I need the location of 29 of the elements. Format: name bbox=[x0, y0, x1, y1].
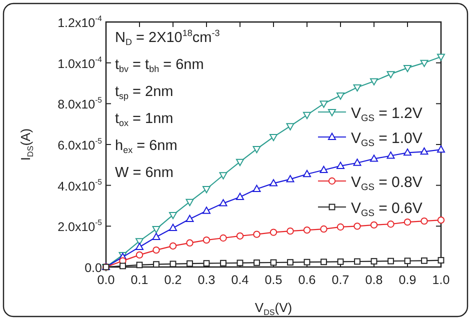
annotation: t$_{sp}$ = 2nm bbox=[115, 84, 174, 102]
legend-label: V$_{GS}$ = 1.2V bbox=[351, 105, 422, 124]
annotation: W = 6nm bbox=[115, 165, 174, 181]
annotation: t$_{bv}$ = t$_{bh}$ = 6nm bbox=[115, 57, 204, 74]
annotation: h$_{ex}$ = 6nm bbox=[115, 138, 178, 156]
x-tick-label: 1.0 bbox=[432, 273, 450, 287]
y-tick-label: 2.0x10$^{-5}$ bbox=[58, 218, 102, 234]
y-tick-label: 4.0x10$^{-5}$ bbox=[58, 178, 102, 194]
x-tick-label: 0.8 bbox=[365, 273, 383, 287]
legend-label: V$_{GS}$ = 0.8V bbox=[351, 174, 422, 192]
x-axis-title: V$_{DS}$(V) bbox=[254, 300, 292, 317]
x-tick-label: 0.9 bbox=[398, 273, 416, 287]
x-tick-label: 0.7 bbox=[332, 273, 350, 287]
y-tick-label: 1.2x10$^{-4}$ bbox=[58, 14, 103, 30]
x-tick-label: 0.1 bbox=[130, 273, 148, 287]
annotation: t$_{ox}$ = 1nm bbox=[115, 111, 174, 128]
y-tick-label: 1.0x10$^{-4}$ bbox=[58, 55, 103, 71]
x-tick-label: 0.3 bbox=[198, 273, 216, 287]
legend-label: V$_{GS}$ = 0.6V bbox=[351, 200, 422, 218]
y-tick-label: 0.0 bbox=[84, 261, 102, 275]
x-tick-label: 0.4 bbox=[231, 273, 249, 287]
x-tick-label: 0.0 bbox=[97, 273, 115, 287]
y-tick-label: 8.0x10$^{-5}$ bbox=[58, 96, 102, 112]
x-tick-label: 0.6 bbox=[298, 273, 316, 287]
y-tick-label: 6.0x10$^{-5}$ bbox=[58, 136, 102, 152]
annotation: N$_{D}$ = 2X10$^{18}$cm$^{-3}$ bbox=[115, 28, 220, 48]
legend-label: V$_{GS}$ = 1.0V bbox=[351, 130, 422, 148]
x-tick-label: 0.2 bbox=[164, 273, 182, 287]
x-tick-label: 0.5 bbox=[264, 273, 282, 287]
